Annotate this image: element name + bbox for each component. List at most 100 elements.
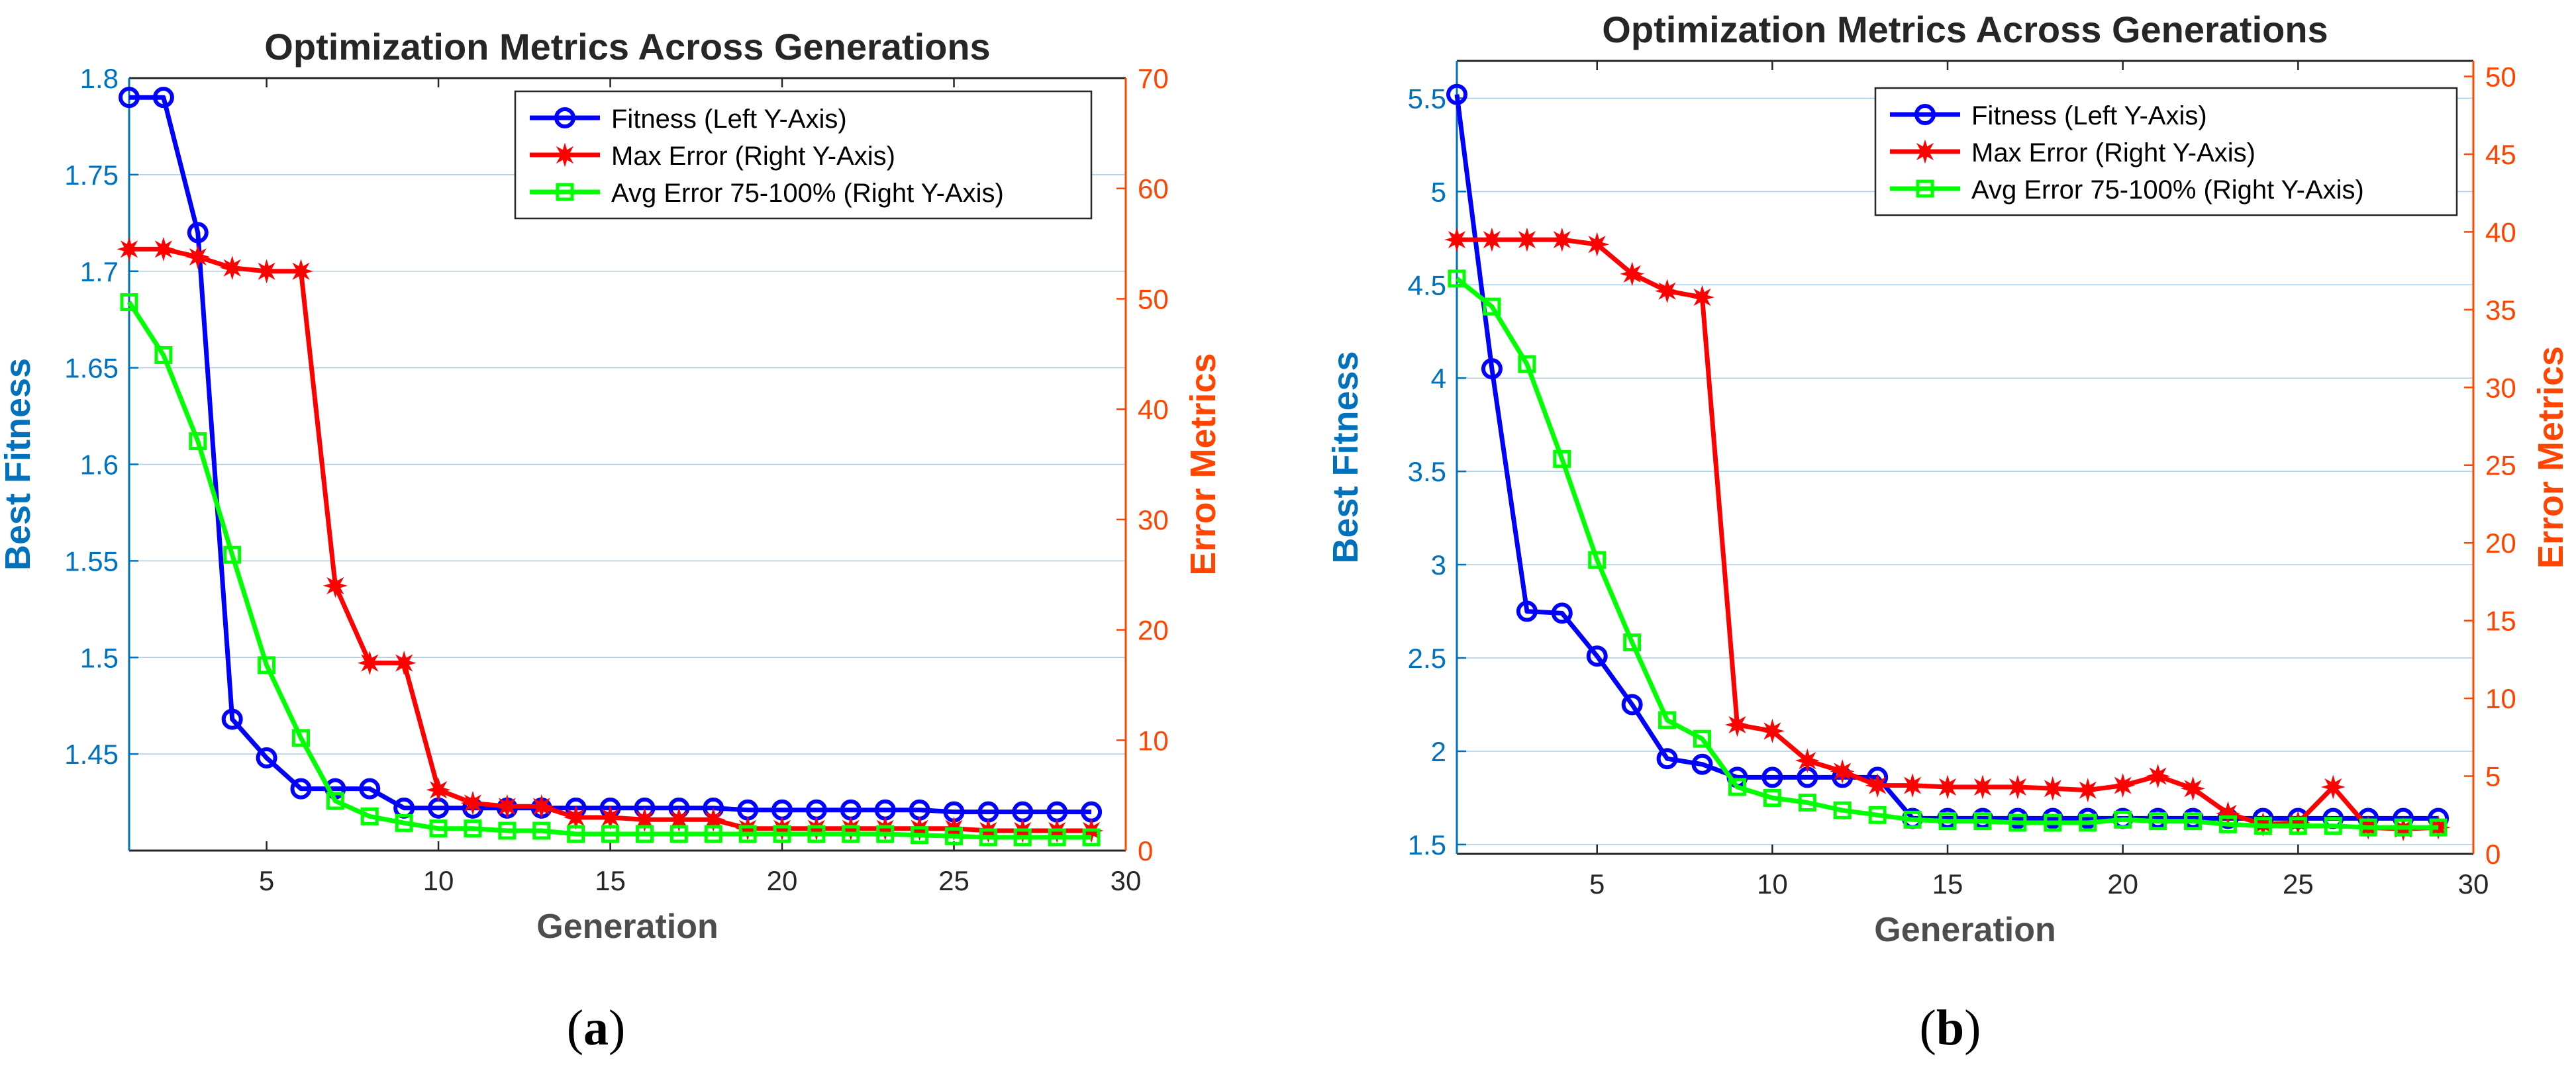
data-point-max_error [1514, 227, 1540, 252]
data-point-fitness [1481, 358, 1503, 380]
legend-label: Max Error (Right Y-Axis) [611, 142, 895, 171]
x-axis-label: Generation [1874, 911, 2056, 949]
y-left-tick-label: 1.75 [64, 160, 119, 191]
legend-marker [552, 142, 577, 167]
data-point-max_error [1830, 759, 1855, 784]
data-point-avg_error [291, 729, 310, 747]
data-point-max_error [1935, 774, 1960, 800]
y-right-ticks: 0 5 10 15 20 25 30 35 40 45 50 [2464, 61, 2516, 870]
data-point-fitness [1586, 645, 1608, 667]
data-point-max_error [1620, 261, 1645, 287]
data-point-max_error [2426, 815, 2451, 840]
data-point-avg_error [189, 432, 207, 450]
x-axis-label: Generation [536, 907, 718, 946]
data-point-max_error [564, 805, 589, 830]
y-left-tick-label: 1.8 [80, 63, 119, 94]
legend-label: Avg Error 75-100% (Right Y-Axis) [1971, 175, 2364, 205]
data-point-max_error [185, 244, 211, 269]
data-point-fitness [1516, 600, 1538, 622]
y-right-tick-label: 15 [2485, 606, 2516, 637]
data-point-avg_error [223, 545, 242, 564]
data-point-avg_error [567, 825, 585, 843]
chart-b: Optimization Metrics Across Generations 5… [1326, 9, 2571, 949]
caption-b: (b) [1919, 1000, 1981, 1056]
data-point-max_error [288, 259, 314, 284]
data-point-max_error [1444, 227, 1469, 252]
data-point-max_error [1724, 712, 1750, 737]
data-point-max_error [495, 794, 520, 819]
data-point-avg_error [979, 828, 997, 847]
x-tick-label: 25 [2283, 868, 2314, 900]
data-point-avg_error [1013, 828, 1032, 847]
legend-marker [554, 107, 575, 128]
x-tick-label: 15 [1932, 868, 1963, 900]
data-point-avg_error [2149, 812, 2167, 831]
legend-item-max_error: Max Error (Right Y-Axis) [1890, 138, 2255, 167]
data-point-max_error [1585, 232, 1610, 257]
legend-item-max_error: Max Error (Right Y-Axis) [530, 142, 895, 171]
data-point-fitness [119, 87, 140, 109]
y-left-tick-label: 1.5 [1408, 829, 1446, 860]
data-point-avg_error [1833, 801, 1852, 819]
data-point-max_error [357, 651, 382, 676]
y-left-tick-label: 1.55 [64, 545, 119, 577]
data-point-avg_error [635, 825, 654, 843]
data-point-avg_error [154, 346, 173, 364]
data-point-max_error [2110, 773, 2136, 798]
data-point-avg_error [2218, 815, 2237, 833]
data-point-max_error [632, 807, 657, 832]
legend-box [514, 90, 1093, 220]
data-point-max_error [529, 794, 554, 819]
legend-label: Max Error (Right Y-Axis) [1971, 138, 2255, 167]
y-left-tick-label: 1.5 [80, 642, 119, 673]
legend-item-avg_error: Avg Error 75-100% (Right Y-Axis) [530, 179, 1004, 208]
data-point-max_error [2005, 774, 2030, 800]
data-point-max_error [1900, 773, 1925, 798]
legend-box [1874, 87, 2458, 216]
y-left-ticks: 1.5 2 2.5 3 3.5 4 4.5 5 5.5 [1408, 83, 1466, 860]
data-point-fitness [1656, 748, 1678, 770]
y-left-tick-label: 3.5 [1408, 456, 1446, 487]
data-point-avg_error [2114, 810, 2132, 829]
data-point-max_error [1479, 227, 1505, 252]
y-left-tick-label: 5 [1431, 176, 1446, 207]
y-left-axis-label: Best Fitness [0, 358, 38, 571]
data-point-avg_error [1082, 828, 1101, 847]
data-point-max_error [2320, 774, 2346, 800]
legend-label: Fitness (Left Y-Axis) [611, 105, 847, 134]
y-right-tick-label: 70 [1138, 63, 1169, 94]
chart-a: Optimization Metrics Across Generations 5… [0, 26, 1223, 946]
data-point-max_error [1970, 774, 1995, 800]
y-right-tick-label: 60 [1138, 173, 1169, 205]
y-right-tick-label: 30 [1138, 504, 1169, 535]
data-point-fitness [1621, 694, 1643, 716]
y-left-axis-label: Best Fitness [1326, 351, 1365, 563]
data-point-max_error [1795, 748, 1820, 773]
data-point-max_error [322, 573, 348, 598]
data-point-avg_error [2008, 813, 2027, 832]
data-point-max_error [2040, 776, 2065, 801]
y-right-tick-label: 10 [2485, 683, 2516, 714]
y-left-tick-label: 1.45 [64, 739, 119, 770]
legend-marker [1914, 104, 1936, 125]
data-point-fitness [1446, 83, 1467, 105]
x-tick-label: 20 [767, 865, 798, 896]
data-point-avg_error [1553, 449, 1571, 468]
data-point-avg_error [773, 825, 791, 843]
legend-marker [556, 183, 574, 201]
data-point-fitness [1551, 602, 1573, 624]
y-right-tick-label: 25 [2485, 450, 2516, 481]
data-point-avg_error [1048, 828, 1066, 847]
data-point-avg_error [738, 825, 757, 843]
data-point-avg_error [2079, 813, 2097, 832]
data-point-avg_error [1763, 788, 1781, 807]
data-point-max_error [701, 807, 726, 832]
data-point-fitness [187, 222, 209, 244]
data-point-avg_error [1693, 729, 1712, 748]
legend: Fitness (Left Y-Axis) Max Error (Right Y-… [1874, 87, 2458, 216]
chart-title: Optimization Metrics Across Generations [264, 26, 990, 68]
y-right-tick-label: 30 [2485, 372, 2516, 403]
data-point-avg_error [911, 826, 929, 845]
y-right-tick-label: 40 [2485, 216, 2516, 248]
data-point-avg_error [669, 825, 688, 843]
